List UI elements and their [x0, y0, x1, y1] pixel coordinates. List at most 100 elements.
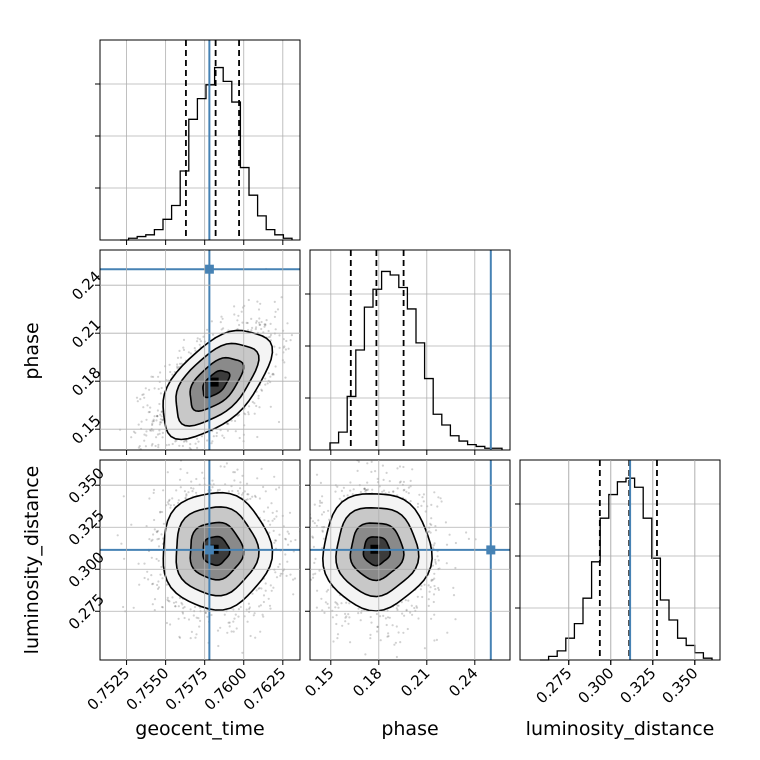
sample-point [277, 420, 281, 424]
sample-point [185, 493, 188, 496]
sample-point [266, 598, 268, 600]
sample-point [341, 624, 344, 627]
sample-point [238, 413, 241, 416]
sample-point [202, 335, 205, 338]
sample-point [357, 607, 360, 610]
y-tick-label-luminosity-distance: 0.325 [65, 506, 108, 549]
sample-point [248, 405, 251, 408]
sample-point [387, 635, 390, 638]
sample-point [344, 612, 347, 616]
sample-point [156, 531, 159, 534]
sample-point [234, 430, 237, 433]
sample-point [183, 490, 186, 493]
sample-point [187, 618, 191, 621]
sample-point [424, 510, 427, 513]
sample-point [157, 586, 161, 589]
sample-point [148, 410, 151, 414]
sample-point [266, 506, 270, 509]
sample-point [239, 487, 242, 490]
sample-point [268, 604, 272, 607]
sample-point [272, 586, 275, 589]
sample-point [143, 576, 146, 580]
sample-point [177, 617, 180, 620]
sample-point [187, 351, 190, 354]
sample-point [155, 419, 158, 422]
sample-point [402, 480, 405, 483]
sample-point [278, 486, 281, 489]
sample-point [349, 489, 352, 492]
sample-point [249, 497, 252, 500]
sample-point [293, 577, 297, 580]
sample-point [239, 605, 242, 609]
sample-point [193, 457, 195, 459]
sample-point [190, 455, 192, 457]
sample-point [454, 566, 457, 570]
sample-point [397, 604, 400, 607]
panel-frame [99, 249, 301, 451]
sample-point [189, 455, 191, 457]
sample-point [210, 320, 213, 323]
y-tick-label-phase: 0.18 [68, 363, 104, 399]
sample-point [262, 485, 265, 489]
sample-point [161, 606, 164, 609]
sample-point [199, 340, 203, 343]
sample-point [295, 559, 297, 561]
sample-point [172, 601, 176, 604]
sample-point [382, 489, 386, 492]
sample-point [285, 339, 288, 343]
sample-point [314, 572, 317, 575]
sample-point [287, 347, 290, 350]
sample-point [432, 593, 436, 596]
sample-point [394, 641, 397, 644]
sample-point [342, 494, 346, 497]
sample-point [395, 607, 398, 610]
sample-point [151, 420, 154, 423]
sample-point [275, 576, 279, 579]
sample-point [197, 617, 200, 620]
sample-point [245, 498, 248, 502]
sample-point [276, 308, 280, 311]
sample-point [241, 321, 244, 324]
sample-point [160, 605, 164, 609]
sample-point [416, 595, 419, 598]
sample-point [467, 537, 470, 541]
x-tick-label-phase: 0.18 [349, 664, 385, 700]
sample-point [407, 486, 410, 489]
sample-point [398, 465, 402, 468]
sample-point [302, 552, 304, 554]
sample-point [174, 605, 177, 608]
sample-point [285, 574, 288, 578]
sample-point [369, 615, 372, 619]
sample-point [429, 522, 432, 525]
sample-point [437, 588, 440, 592]
sample-point [402, 489, 405, 492]
sample-point [340, 489, 343, 492]
sample-point [296, 615, 298, 617]
sample-point [409, 500, 412, 503]
sample-point [366, 462, 369, 465]
x-tick-label-geocent-time: 0.7575 [162, 664, 212, 714]
sample-point [165, 455, 167, 457]
sample-point [260, 327, 263, 331]
sample-point [391, 624, 394, 627]
sample-point [152, 533, 155, 536]
sample-point [429, 531, 432, 534]
sample-point [238, 323, 241, 327]
sample-point [370, 460, 373, 463]
sample-point [439, 497, 442, 500]
sample-point [171, 497, 174, 500]
sample-point [396, 604, 399, 607]
sample-point [167, 503, 170, 506]
sample-point [251, 326, 254, 329]
sample-point [396, 467, 399, 470]
sample-point [192, 487, 195, 490]
sample-point [283, 361, 286, 364]
sample-point [258, 317, 261, 320]
sample-point [216, 629, 220, 632]
sample-point [196, 437, 199, 440]
sample-point [155, 557, 158, 561]
sample-point [235, 627, 238, 630]
sample-point [348, 602, 351, 605]
sample-point [256, 477, 259, 480]
sample-point [148, 538, 151, 541]
